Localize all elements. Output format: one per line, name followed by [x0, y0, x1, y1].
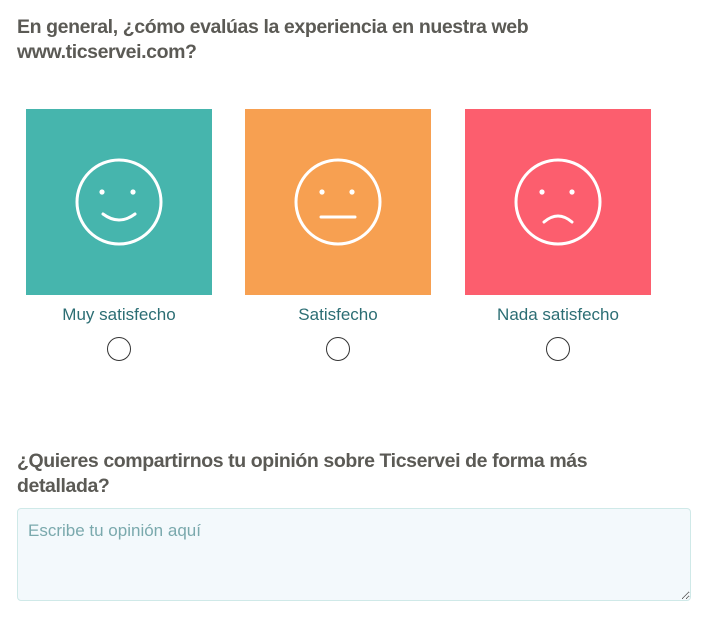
radio-muy-satisfecho[interactable]: [107, 337, 131, 361]
opinion-textarea[interactable]: [17, 508, 691, 601]
radio-satisfecho[interactable]: [326, 337, 350, 361]
neutral-face-icon: [294, 158, 382, 246]
neutral-card[interactable]: [245, 109, 431, 295]
question-title: En general, ¿cómo evalúas la experiencia…: [17, 16, 529, 63]
happy-face-icon: [75, 158, 163, 246]
happy-card[interactable]: [26, 109, 212, 295]
option-nada-satisfecho[interactable]: Nada satisfecho: [465, 109, 651, 361]
sad-face-icon: [514, 158, 602, 246]
option-muy-satisfecho[interactable]: Muy satisfecho: [26, 109, 212, 361]
sad-card[interactable]: [465, 109, 651, 295]
radio-nada-satisfecho[interactable]: [546, 337, 570, 361]
option-label: Muy satisfecho: [62, 305, 176, 324]
option-label: Nada satisfecho: [497, 305, 619, 324]
option-label: Satisfecho: [298, 305, 378, 324]
question-title-2: ¿Quieres compartirnos tu opinión sobre T…: [17, 450, 588, 497]
option-satisfecho[interactable]: Satisfecho: [245, 109, 431, 361]
